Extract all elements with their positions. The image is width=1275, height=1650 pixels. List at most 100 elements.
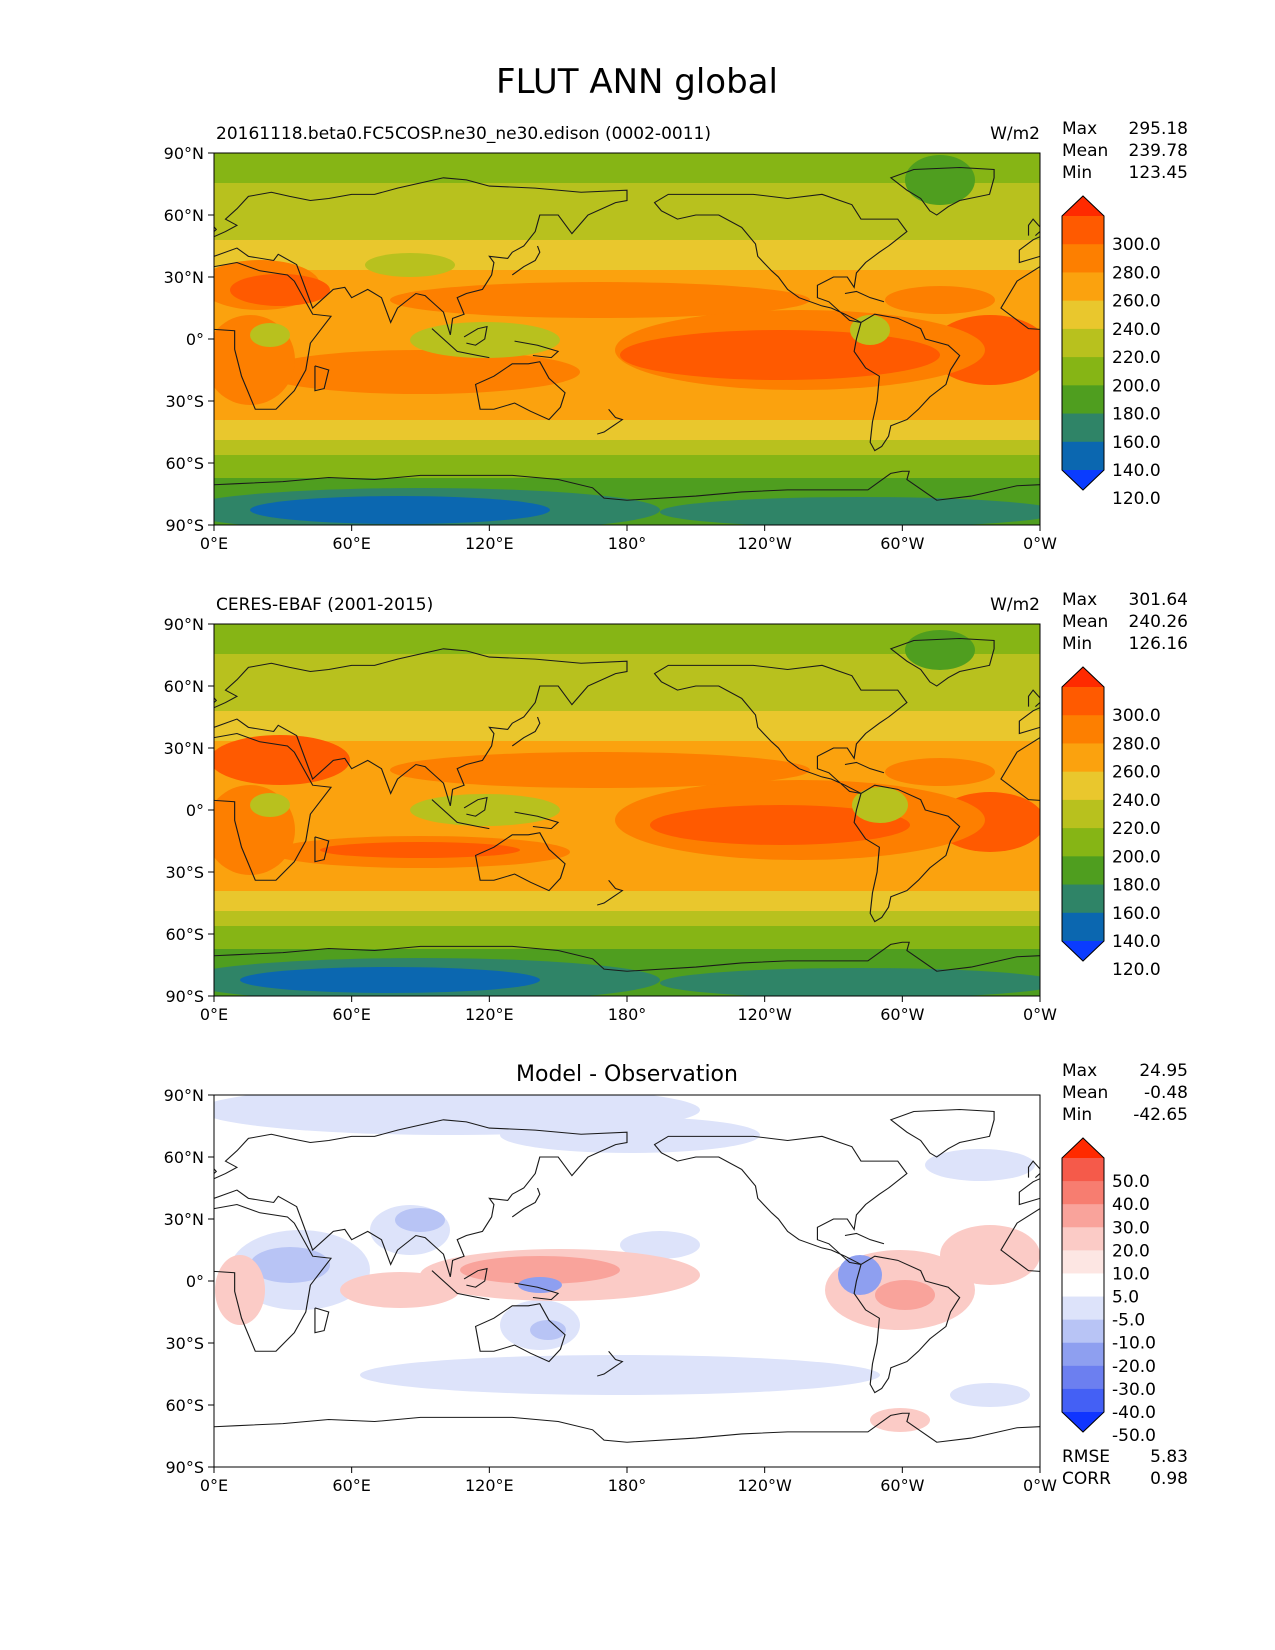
y-tick-label: 60°N xyxy=(164,677,204,696)
x-tick-label: 120°E xyxy=(465,1476,514,1495)
x-tick-label: 60°E xyxy=(332,1005,370,1024)
x-tick-label: 0°W xyxy=(1023,1476,1057,1495)
stat-mean-label: Mean xyxy=(1062,1083,1108,1103)
colorbar-swatch xyxy=(1062,856,1104,886)
colorbar-outline xyxy=(1061,1137,1105,1433)
stat-max-label: Max xyxy=(1062,1061,1097,1081)
colorbar-label: 240.0 xyxy=(1112,320,1161,340)
y-tick-label: 0° xyxy=(186,801,204,820)
colorbar-label: -50.0 xyxy=(1112,1426,1156,1446)
colorbar-swatch xyxy=(1062,328,1104,358)
colorbar: 300.0 280.0 260.0 240.0 220.0 200.0 180.0 160.0… xyxy=(1061,666,1161,980)
x-tick-label: 120°W xyxy=(737,1005,792,1024)
colorbar-label: -40.0 xyxy=(1112,1403,1156,1423)
x-tick-label: 120°E xyxy=(465,534,514,553)
x-tick-label: 0°E xyxy=(200,534,228,553)
colorbar-label: 180.0 xyxy=(1112,876,1161,896)
colorbar-label: 120.0 xyxy=(1112,960,1161,980)
colorbar-swatch xyxy=(1062,771,1104,801)
colorbar-label: 200.0 xyxy=(1112,847,1161,867)
colorbar-label: 50.0 xyxy=(1112,1172,1150,1192)
y-tick-label: 90°S xyxy=(165,1458,204,1477)
colorbar: 300.0 280.0 260.0 240.0 220.0 200.0 180.0 160.0… xyxy=(1061,195,1161,509)
colorbar-swatch xyxy=(1062,272,1104,302)
colorbar-swatch xyxy=(1062,1319,1104,1344)
colorbar-swatch xyxy=(1062,1365,1104,1390)
colorbar-label: 30.0 xyxy=(1112,1218,1150,1238)
colorbars-layer: 300.0 280.0 260.0 240.0 220.0 200.0 180.0 160.0… xyxy=(1061,195,1161,1446)
colorbar-label: 140.0 xyxy=(1112,932,1161,952)
colorbar: 50.0 40.0 30.0 20.0 10.0 5.0 -5.0 -10.0 -20.0 -30… xyxy=(1061,1137,1156,1446)
x-tick-label: 120°E xyxy=(465,1005,514,1024)
colorbar-label: 280.0 xyxy=(1112,263,1161,283)
stat-min-value: -42.65 xyxy=(1133,1105,1188,1125)
stat-min-label: Min xyxy=(1062,163,1092,183)
x-tick-label: 0°E xyxy=(200,1005,228,1024)
y-tick-label: 0° xyxy=(186,330,204,349)
rmse-label: RMSE xyxy=(1062,1447,1110,1467)
x-tick-label: 60°W xyxy=(880,1476,924,1495)
x-tick-label: 180° xyxy=(608,1005,647,1024)
x-tick-label: 60°E xyxy=(332,534,370,553)
colorbar-label: 260.0 xyxy=(1112,763,1161,783)
y-tick-label: 90°S xyxy=(165,987,204,1006)
colorbar-swatch xyxy=(1062,1181,1104,1205)
x-tick-label: 180° xyxy=(608,1476,647,1495)
x-tick-label: 120°W xyxy=(737,1476,792,1495)
colorbar-extend-max xyxy=(1062,196,1104,216)
x-tick-label: 0°W xyxy=(1023,534,1057,553)
x-tick-label: 180° xyxy=(608,534,647,553)
y-tick-label: 30°N xyxy=(164,739,204,758)
panel-center-title: Model - Observation xyxy=(516,1062,738,1087)
y-tick-label: 60°S xyxy=(165,925,204,944)
axes-layer: 0°E 60°E 120°E 180° 120°W 60°W 0°W 90°N 60°N 30°N… xyxy=(164,144,1058,1495)
y-tick-label: 30°S xyxy=(165,863,204,882)
colorbar-swatch xyxy=(1062,441,1104,471)
colorbar-label: 220.0 xyxy=(1112,348,1161,368)
y-tick-label: 60°N xyxy=(164,206,204,225)
colorbar-swatch xyxy=(1062,828,1104,857)
colorbar-swatch xyxy=(1062,244,1104,273)
x-tick-label: 120°W xyxy=(737,534,792,553)
colorbar-swatch xyxy=(1062,884,1104,914)
colorbar-extend-min xyxy=(1062,941,1104,961)
colorbar-label: 160.0 xyxy=(1112,904,1161,924)
colorbar-swatch xyxy=(1062,300,1104,330)
stat-max-label: Max xyxy=(1062,119,1097,139)
colorbar-label: 200.0 xyxy=(1112,376,1161,396)
y-tick-label: 90°N xyxy=(164,1086,204,1105)
colorbar-label: 10.0 xyxy=(1112,1264,1150,1284)
figure-title: FLUT ANN global xyxy=(496,62,778,102)
colorbar-outline xyxy=(1061,666,1105,962)
stat-max-value: 24.95 xyxy=(1139,1061,1188,1081)
panel-diff: Model - Observation Max 24.95 Mean -0.48… xyxy=(213,1061,1188,1489)
panel-left-title: CERES-EBAF (2001-2015) xyxy=(216,595,433,615)
stat-min-value: 123.45 xyxy=(1129,163,1188,183)
colorbar-label: 160.0 xyxy=(1112,433,1161,453)
colorbar-outline xyxy=(1061,195,1105,491)
colorbar-extend-max xyxy=(1062,1138,1104,1158)
stat-mean-label: Mean xyxy=(1062,612,1108,632)
stat-max-label: Max xyxy=(1062,590,1097,610)
corr-label: CORR xyxy=(1062,1469,1111,1489)
y-tick-label: 60°S xyxy=(165,1396,204,1415)
stat-mean-value: -0.48 xyxy=(1144,1083,1188,1103)
map-field xyxy=(214,1095,1040,1467)
y-tick-label: 60°S xyxy=(165,454,204,473)
colorbar-swatch xyxy=(1062,1296,1104,1321)
rmse-value: 5.83 xyxy=(1150,1447,1188,1467)
stat-mean-value: 240.26 xyxy=(1129,612,1188,632)
map-field xyxy=(214,153,1040,525)
colorbar-swatch xyxy=(1062,1273,1104,1298)
colorbar-label: 5.0 xyxy=(1112,1288,1139,1308)
colorbar-swatch xyxy=(1062,1342,1104,1367)
colorbar-swatch xyxy=(1062,1204,1104,1228)
colorbar-swatch xyxy=(1062,413,1104,443)
panel-model: 20161118.beta0.FC5COSP.ne30_ne30.edison … xyxy=(213,119,1188,526)
y-tick-label: 90°N xyxy=(164,615,204,634)
y-tick-label: 30°N xyxy=(164,268,204,287)
map-field xyxy=(214,624,1040,996)
colorbar-extend-min xyxy=(1062,1412,1104,1432)
x-tick-label: 0°W xyxy=(1023,1005,1057,1024)
